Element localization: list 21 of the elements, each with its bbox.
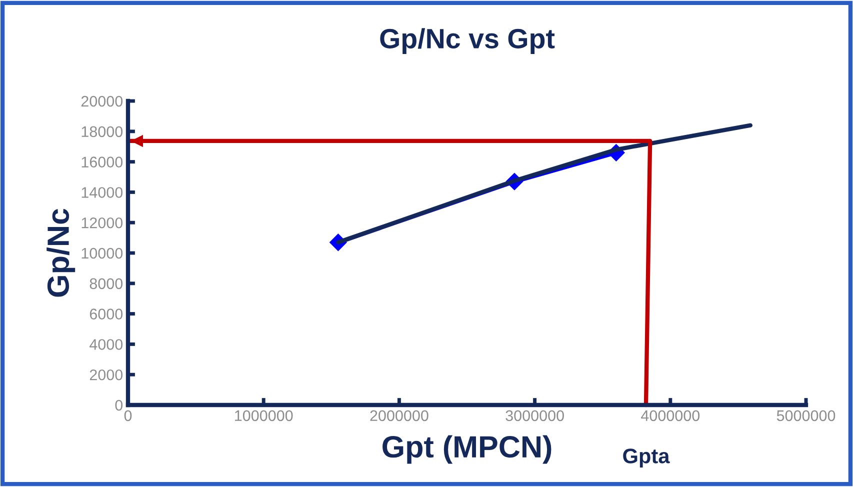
x-tick-label: 5000000 — [776, 410, 836, 422]
y-tick-label: 2000 — [90, 369, 123, 380]
y-tick-label: 16000 — [82, 156, 123, 168]
y-tick-label: 18000 — [82, 126, 123, 138]
y-tick-label: 4000 — [90, 339, 123, 350]
x-tick-label: 3000000 — [506, 410, 564, 422]
x-tick-label: 4000000 — [641, 410, 700, 422]
y-tick-label: 8000 — [90, 278, 123, 290]
y-tick-label: 0 — [115, 400, 123, 411]
y-tick-label: 12000 — [82, 217, 123, 228]
chart-title: Gp/Nc vs Gpt — [380, 28, 555, 54]
y-axis-title: Gp/Nc — [46, 208, 76, 297]
x-tick-label: 1000000 — [235, 410, 293, 422]
y-tick-label: 20000 — [81, 96, 123, 107]
y-tick-label: 10000 — [82, 248, 123, 259]
y-tick-label: 6000 — [90, 308, 123, 320]
annotation: Gpta — [623, 448, 670, 468]
x-axis-title: Gpt (MPCN) — [382, 435, 552, 464]
x-tick-label: 2000000 — [370, 410, 428, 422]
x-tick-label: 0 — [124, 410, 132, 422]
y-tick-label: 14000 — [82, 187, 123, 198]
